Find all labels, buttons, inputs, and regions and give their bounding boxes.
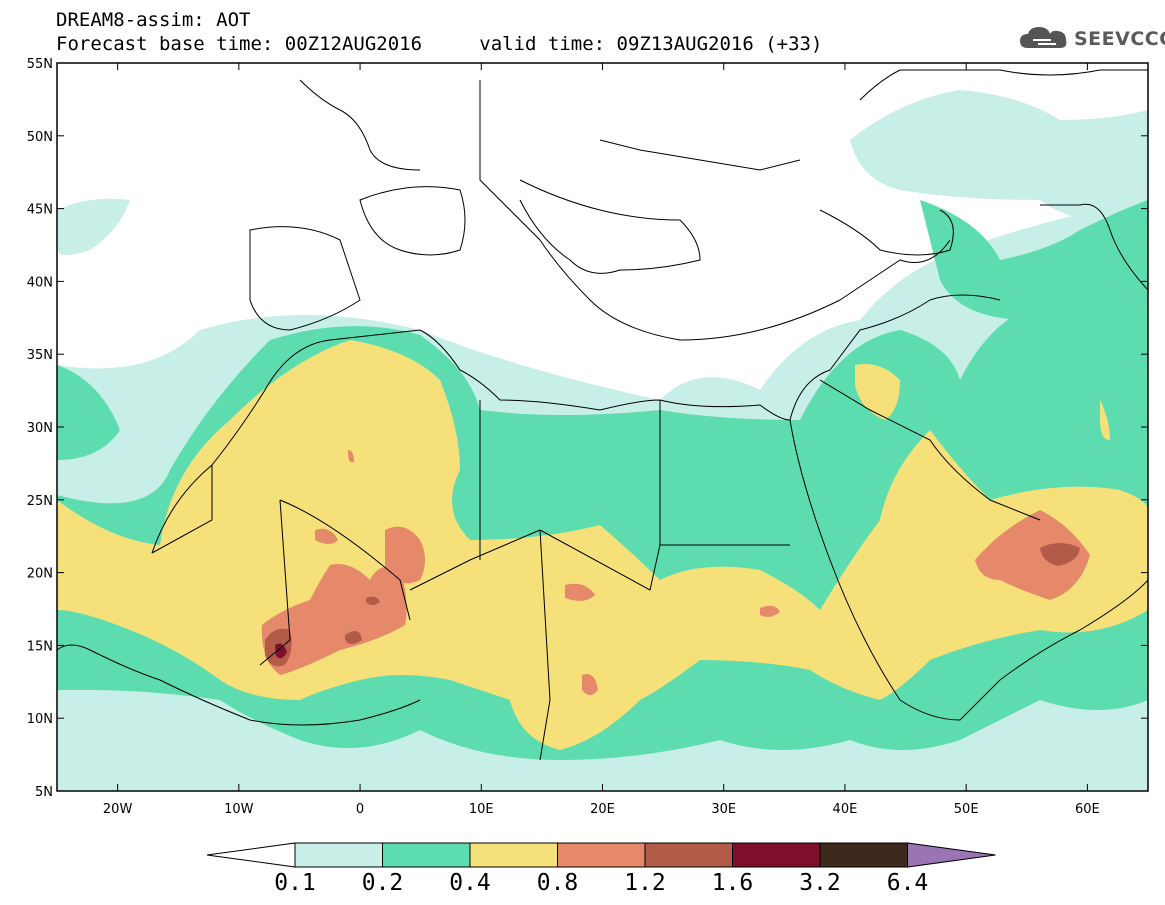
- colorbar-segment: [557, 842, 646, 868]
- lon-tick-label: 10E: [469, 802, 494, 817]
- colorbar-segment: [294, 842, 383, 868]
- coastlines-and-borders: [57, 69, 1148, 761]
- lon-tick-label: 20W: [103, 802, 133, 817]
- aot-level-0.8-area: [261, 450, 1090, 695]
- colorbar: [206, 842, 996, 868]
- lat-tick-label: 50N: [27, 130, 53, 145]
- forecast-time-line: Forecast base time: 00Z12AUG2016 valid t…: [56, 33, 822, 55]
- lon-tick-label: 10W: [224, 802, 254, 817]
- colorbar-label: 0.8: [536, 870, 579, 896]
- colorbar-label: 6.4: [886, 870, 929, 896]
- lat-tick-label: 30N: [27, 421, 53, 436]
- colorbar-label: 0.1: [274, 870, 316, 896]
- base-time-label: Forecast base time: 00Z12AUG2016: [56, 33, 423, 55]
- seevccc-logo: SEEVCCC: [1018, 24, 1165, 54]
- map-title: DREAM8-assim: AOT: [56, 9, 251, 31]
- lon-tick-label: 50E: [954, 802, 979, 817]
- aot-shading: [57, 63, 1148, 791]
- colorbar-segment: [644, 842, 733, 868]
- colorbar-segment: [732, 842, 821, 868]
- lat-tick-label: 15N: [27, 639, 53, 654]
- logo-text: SEEVCCC: [1074, 28, 1165, 50]
- lon-tick-label: 60E: [1075, 802, 1100, 817]
- aot-level-1.6-area: [275, 643, 287, 659]
- lat-tick-label: 20N: [27, 567, 53, 582]
- lat-tick-label: 5N: [35, 785, 53, 800]
- lat-tick-label: 25N: [27, 494, 53, 509]
- lat-tick-label: 55N: [27, 57, 53, 72]
- lat-tick-label: 10N: [27, 712, 53, 727]
- lon-tick-label: 0: [356, 802, 364, 817]
- colorbar-over-triangle: [907, 842, 996, 868]
- colorbar-under-triangle: [206, 842, 296, 868]
- colorbar-segment: [382, 842, 471, 868]
- colorbar-label: 1.2: [624, 870, 666, 896]
- lon-tick-label: 20E: [590, 802, 615, 817]
- lon-tick-label: 30E: [711, 802, 736, 817]
- longitude-axis: 20W 10W 0 10E 20E 30E 40E 50E 60E: [103, 63, 1100, 817]
- colorbar-label: 0.2: [361, 870, 404, 896]
- valid-time-label: valid time: 09Z13AUG2016 (+33): [479, 33, 823, 55]
- latitude-axis: 55N 50N 45N 40N 35N 30N 25N 20N 15N 10N 5N: [27, 57, 1148, 800]
- colorbar-segment: [819, 842, 908, 868]
- colorbar-segment: [469, 842, 558, 868]
- lat-tick-label: 35N: [27, 348, 53, 363]
- lat-tick-label: 45N: [27, 203, 53, 218]
- lat-tick-label: 40N: [27, 275, 53, 290]
- colorbar-label: 0.4: [449, 870, 491, 896]
- colorbar-label: 1.6: [711, 870, 754, 896]
- cloud-rain-icon: [1020, 27, 1067, 48]
- colorbar-label: 3.2: [799, 870, 841, 896]
- lon-tick-label: 40E: [833, 802, 858, 817]
